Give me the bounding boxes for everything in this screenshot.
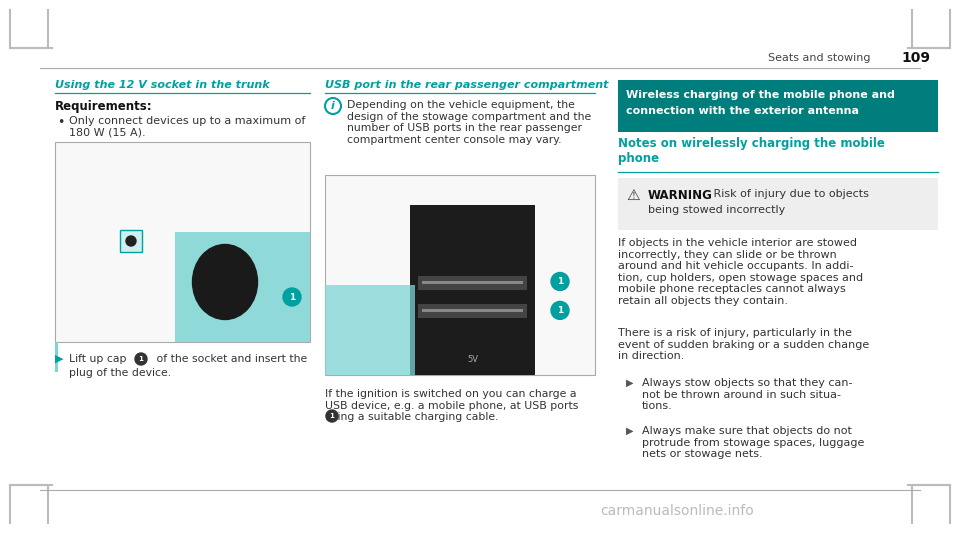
Bar: [55, 342, 58, 372]
Text: Seats and stowing: Seats and stowing: [767, 53, 870, 63]
Text: of the socket and insert the: of the socket and insert the: [153, 354, 307, 364]
Text: 109: 109: [901, 51, 930, 65]
Text: Wireless charging of the mobile phone and: Wireless charging of the mobile phone an…: [626, 90, 895, 100]
Text: Notes on wirelessly charging the mobile
phone: Notes on wirelessly charging the mobile …: [618, 137, 885, 165]
Text: 5V: 5V: [467, 356, 478, 365]
Bar: [120, 230, 142, 252]
Text: i: i: [331, 101, 335, 111]
Bar: [618, 178, 938, 230]
Text: 1: 1: [557, 277, 564, 286]
Bar: [325, 175, 595, 375]
Text: Always stow objects so that they can-
not be thrown around in such situa-
tions.: Always stow objects so that they can- no…: [642, 378, 852, 411]
Text: Lift up cap: Lift up cap: [69, 354, 133, 364]
Text: plug of the device.: plug of the device.: [69, 368, 171, 378]
Ellipse shape: [193, 245, 257, 319]
Text: 1: 1: [329, 413, 334, 419]
Text: ⚠: ⚠: [626, 188, 639, 203]
Text: •: •: [57, 116, 64, 129]
Text: ▶: ▶: [626, 378, 634, 388]
Text: 1: 1: [557, 306, 564, 315]
Text: 1: 1: [289, 293, 295, 302]
Text: There is a risk of injury, particularly in the
event of sudden braking or a sudd: There is a risk of injury, particularly …: [618, 328, 869, 361]
Bar: [175, 232, 310, 342]
Circle shape: [135, 353, 147, 365]
Bar: [55, 142, 310, 342]
Bar: [418, 276, 527, 289]
Text: Using the 12 V socket in the trunk: Using the 12 V socket in the trunk: [55, 80, 270, 90]
Text: Requirements:: Requirements:: [55, 100, 153, 113]
Text: WARNING: WARNING: [648, 189, 713, 202]
Text: ▶: ▶: [626, 426, 634, 436]
Text: If the ignition is switched on you can charge a
USB device, e.g. a mobile phone,: If the ignition is switched on you can c…: [325, 389, 578, 422]
Text: being stowed incorrectly: being stowed incorrectly: [648, 205, 785, 215]
Bar: [410, 205, 535, 375]
Text: Risk of injury due to objects: Risk of injury due to objects: [710, 189, 869, 199]
Bar: [422, 309, 523, 312]
Text: 1: 1: [138, 356, 143, 362]
Text: Always make sure that objects do not
protrude from stowage spaces, luggage
nets : Always make sure that objects do not pro…: [642, 426, 864, 459]
Text: If objects in the vehicle interior are stowed
incorrectly, they can slide or be : If objects in the vehicle interior are s…: [618, 238, 863, 306]
Text: Only connect devices up to a maximum of
180 W (15 A).: Only connect devices up to a maximum of …: [69, 116, 305, 138]
Circle shape: [551, 301, 569, 319]
Bar: [325, 285, 415, 375]
Circle shape: [326, 410, 338, 422]
Circle shape: [126, 236, 136, 246]
Bar: [418, 304, 527, 318]
Circle shape: [551, 272, 569, 290]
Circle shape: [283, 288, 301, 306]
Text: carmanualsonline.info: carmanualsonline.info: [600, 504, 754, 518]
Text: connection with the exterior antenna: connection with the exterior antenna: [626, 106, 859, 116]
Text: USB port in the rear passenger compartment: USB port in the rear passenger compartme…: [325, 80, 609, 90]
Bar: [618, 80, 938, 132]
Text: ▶: ▶: [55, 354, 63, 364]
Bar: [422, 280, 523, 284]
Text: Depending on the vehicle equipment, the
design of the stowage compartment and th: Depending on the vehicle equipment, the …: [347, 100, 591, 145]
